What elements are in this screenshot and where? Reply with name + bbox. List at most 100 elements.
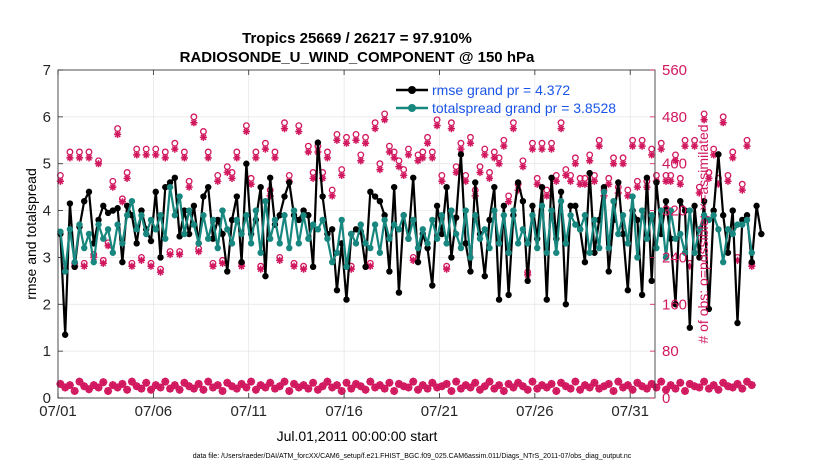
totalspread-point (414, 244, 422, 252)
obs-low-assimilated-point (437, 382, 446, 391)
obs-low-assimilated-point (580, 381, 589, 390)
obs-low-assimilated-point (685, 379, 694, 388)
legend: rmse grand pr = 4.372 totalspread grand … (396, 82, 616, 116)
obs-possible-point (648, 145, 656, 153)
rmse-point (753, 202, 760, 210)
rmse-point (548, 174, 555, 181)
obs-possible-point (400, 166, 408, 174)
obs-possible-point (447, 119, 455, 127)
x-tick-label: 07/01 (39, 403, 77, 420)
obs-low-assimilated-point (700, 377, 709, 386)
rmse-point (66, 200, 74, 207)
x-tick-label: 07/26 (516, 403, 554, 420)
obs-possible-point (624, 186, 632, 194)
obs-assimilated-point (633, 183, 641, 191)
totalspread-point (371, 221, 379, 228)
totalspread-point (276, 240, 283, 247)
obs-possible-point (285, 171, 293, 179)
obs-low-assimilated-point (704, 384, 713, 393)
rmse-point (472, 179, 479, 186)
rmse-point (176, 233, 183, 240)
obs-possible-point (309, 169, 317, 176)
obs-low-assimilated-point (499, 387, 508, 395)
obs-assimilated-point (123, 174, 131, 182)
x-tick-label: 07/31 (611, 403, 649, 420)
totalspread-point (715, 226, 722, 233)
totalspread-point (100, 235, 107, 242)
rmse-point (367, 188, 374, 196)
obs-assimilated-point (547, 145, 556, 153)
obs-low-assimilated-point (733, 379, 742, 388)
rmse-point (562, 301, 570, 308)
obs-assimilated-point (490, 154, 498, 162)
rmse-point (295, 216, 303, 224)
obs-low-assimilated-point (65, 381, 74, 390)
obs-assimilated-point (114, 130, 122, 138)
rmse-point (643, 174, 651, 181)
rmse-point (166, 179, 174, 186)
totalspread-point (328, 258, 336, 266)
totalspread-point (748, 249, 755, 256)
obs-assimilated-point (691, 142, 699, 150)
obs-possible-point (562, 166, 570, 174)
totalspread-point (152, 226, 159, 233)
totalspread-point (395, 226, 403, 233)
obs-possible-point (223, 163, 231, 171)
obs-assimilated-point (714, 180, 722, 188)
rmse-point (710, 207, 717, 214)
obs-assimilated-point (66, 154, 74, 162)
obs-possible-point (676, 174, 684, 182)
totalspread-point (138, 212, 145, 219)
rmse-point (238, 258, 245, 266)
obs-possible-point (462, 171, 470, 179)
obs-possible-point (500, 136, 508, 144)
obs-low-assimilated-point (256, 381, 265, 390)
obs-low-assimilated-point (361, 385, 370, 394)
obs-low-assimilated-point (561, 382, 570, 391)
y-axis-left-label: rmse and totalspread (23, 168, 39, 300)
obs-assimilated-point (128, 262, 136, 270)
obs-low-assimilated-point (604, 379, 613, 388)
totalspread-point (596, 244, 603, 252)
rmse-point (209, 235, 217, 242)
totalspread-point (286, 244, 293, 252)
totalspread-point (290, 207, 298, 214)
obs-assimilated-point (381, 116, 389, 124)
rmse-point (443, 183, 450, 191)
obs-low-assimilated-point (595, 384, 604, 393)
obs-low-assimilated-point (404, 383, 413, 392)
totalspread-point (462, 207, 469, 214)
obs-low-assimilated-point (199, 385, 208, 394)
obs-low-assimilated-point (170, 381, 179, 390)
obs-assimilated-point (104, 242, 112, 250)
rmse-point (486, 216, 493, 224)
obs-possible-point (533, 174, 541, 182)
totalspread-point (157, 212, 164, 219)
obs-assimilated-point (681, 142, 689, 150)
obs-assimilated-point (619, 160, 627, 168)
obs-low-assimilated-point (166, 384, 175, 393)
obs-possible-point (586, 151, 594, 159)
totalspread-point (591, 216, 598, 224)
y-tick-label-right: 80 (662, 343, 679, 360)
totalspread-point (510, 207, 517, 214)
obs-low-assimilated-point (261, 383, 270, 392)
obs-low-assimilated-point (275, 382, 284, 391)
totalspread-point (252, 207, 260, 214)
chart-title: Tropics 25669 / 26217 = 97.910% (242, 30, 472, 47)
x-tick-label: 07/16 (325, 403, 363, 420)
obs-assimilated-point (352, 136, 360, 144)
obs-low-assimilated-point (433, 383, 442, 392)
obs-low-assimilated-point (390, 387, 399, 395)
rmse-point (133, 240, 140, 247)
obs-assimilated-point (710, 151, 718, 159)
obs-assimilated-point (328, 192, 336, 200)
obs-low-assimilated-point (247, 377, 256, 386)
obs-low-assimilated-point (423, 384, 432, 393)
obs-assimilated-point (109, 183, 117, 191)
obs-low-assimilated-point (585, 383, 594, 392)
obs-low-assimilated-point (523, 385, 532, 394)
totalspread-point (724, 226, 732, 233)
obs-assimilated-point (423, 139, 432, 147)
rmse-point (758, 230, 765, 238)
